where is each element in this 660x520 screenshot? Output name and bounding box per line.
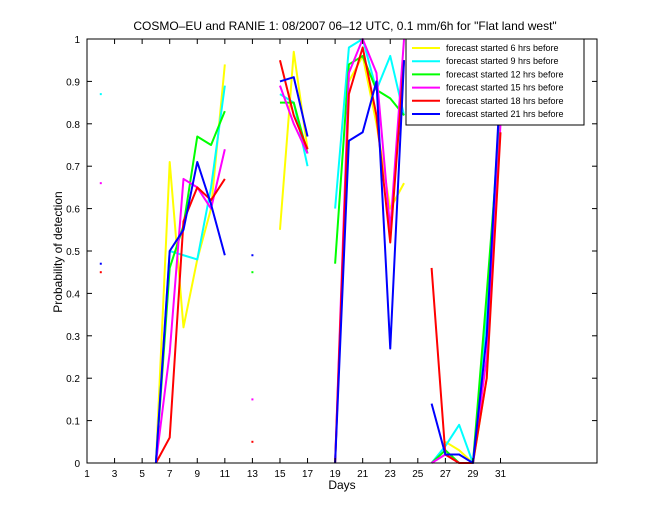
y-tick-label: 0.3 bbox=[66, 332, 80, 343]
x-tick-label: 27 bbox=[440, 469, 452, 480]
series-4-point bbox=[251, 398, 254, 401]
series-6-point bbox=[99, 262, 102, 265]
series-3-line bbox=[334, 54, 405, 264]
y-tick-label: 0.8 bbox=[66, 120, 80, 131]
legend-entry: forecast started 18 hrs before bbox=[446, 96, 564, 106]
series-1-line bbox=[154, 64, 226, 464]
x-tick-label: 1 bbox=[84, 469, 90, 480]
series-6-line bbox=[334, 60, 406, 464]
series-6-line bbox=[279, 76, 309, 137]
x-tick-label: 25 bbox=[412, 469, 424, 480]
y-tick-label: 0.6 bbox=[66, 205, 80, 216]
series-6-point bbox=[251, 254, 254, 257]
y-tick-label: 0 bbox=[74, 459, 80, 470]
series-5-line bbox=[279, 59, 309, 150]
legend-box bbox=[405, 38, 585, 126]
legend-entry: forecast started 6 hrs before bbox=[446, 43, 559, 53]
series-3-point bbox=[251, 271, 254, 274]
legend-entry: forecast started 15 hrs before bbox=[446, 83, 564, 93]
y-axis-label: Probability of detection bbox=[51, 191, 65, 312]
series-4-line bbox=[154, 149, 226, 464]
y-tick-label: 0.4 bbox=[66, 289, 80, 300]
x-tick-label: 5 bbox=[139, 469, 145, 480]
series-5-point bbox=[99, 271, 102, 274]
legend-entry: forecast started 12 hrs before bbox=[446, 69, 564, 79]
x-axis-label: Days bbox=[328, 478, 355, 492]
series-4-line bbox=[279, 85, 309, 154]
series-5-line bbox=[334, 46, 406, 464]
x-tick-label: 23 bbox=[385, 469, 397, 480]
y-tick-label: 0.2 bbox=[66, 374, 80, 385]
series-6-line bbox=[154, 160, 226, 464]
series-4-point bbox=[99, 182, 102, 185]
axis-layer: 1 3 5 7 9 11 13 15 17 19 21 23 25 27 29 3100.10.20.30.4… bbox=[66, 35, 597, 480]
x-tick-label: 11 bbox=[220, 469, 231, 480]
y-tick-label: 1 bbox=[74, 35, 80, 46]
y-tick-label: 0.7 bbox=[66, 162, 80, 173]
x-tick-label: 9 bbox=[194, 469, 200, 480]
chart-title: COSMO–EU and RANIE 1: 08/2007 06–12 UTC,… bbox=[133, 19, 556, 33]
series-2-point bbox=[99, 93, 102, 96]
legend-entry: forecast started 21 hrs before bbox=[446, 109, 564, 119]
y-tick-label: 0.1 bbox=[66, 417, 80, 428]
x-tick-label: 3 bbox=[112, 469, 118, 480]
y-tick-label: 0.5 bbox=[66, 247, 80, 258]
legend-entry: forecast started 9 hrs before bbox=[446, 56, 559, 66]
x-tick-label: 15 bbox=[274, 469, 286, 480]
x-tick-label: 21 bbox=[357, 469, 369, 480]
series-5-line bbox=[155, 178, 226, 464]
series-6 bbox=[99, 60, 502, 464]
x-tick-label: 13 bbox=[247, 469, 259, 480]
series-5-point bbox=[251, 440, 254, 443]
x-tick-label: 29 bbox=[467, 469, 479, 480]
x-tick-label: 19 bbox=[330, 469, 342, 480]
series-2-line bbox=[334, 38, 406, 209]
y-tick-label: 0.9 bbox=[66, 77, 80, 88]
x-tick-label: 17 bbox=[302, 469, 314, 480]
legend: forecast started 6 hrs before forecast st… bbox=[405, 38, 585, 126]
x-tick-label: 31 bbox=[495, 469, 507, 480]
series-6-line bbox=[430, 81, 502, 464]
x-tick-label: 7 bbox=[167, 469, 173, 480]
